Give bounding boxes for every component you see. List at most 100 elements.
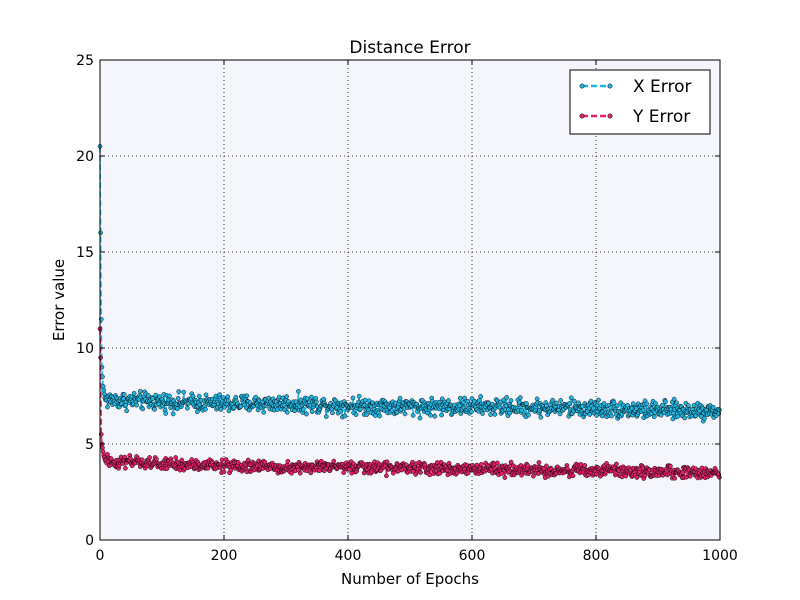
data-point-x-error bbox=[170, 411, 176, 417]
data-point-x-error bbox=[567, 401, 572, 406]
data-point-x-error bbox=[323, 414, 329, 419]
data-point-x-error bbox=[446, 398, 451, 403]
data-point-x-error bbox=[397, 395, 403, 401]
data-point-x-error bbox=[321, 396, 327, 402]
data-point-x-error bbox=[353, 412, 359, 417]
data-point-x-error bbox=[508, 398, 514, 403]
data-point-x-error bbox=[253, 394, 258, 400]
legend-marker-x-error-end bbox=[607, 83, 613, 89]
data-point-x-error bbox=[225, 394, 231, 399]
data-point-x-error bbox=[301, 407, 306, 412]
data-point-y-error bbox=[221, 469, 227, 475]
data-point-x-error bbox=[601, 401, 607, 406]
data-point-x-error bbox=[460, 400, 466, 405]
data-point-x-error bbox=[480, 411, 485, 416]
x-tick-label: 1000 bbox=[702, 548, 738, 564]
data-point-x-error bbox=[587, 412, 593, 417]
data-point-x-error bbox=[477, 398, 482, 403]
data-point-x-error bbox=[304, 411, 309, 417]
data-point-x-error bbox=[660, 402, 665, 408]
data-point-x-error bbox=[134, 402, 139, 408]
data-point-y-error bbox=[173, 455, 178, 460]
data-point-y-error bbox=[384, 459, 390, 465]
y-tick-label: 15 bbox=[76, 245, 94, 261]
data-point-y-error bbox=[285, 458, 291, 464]
data-point-y-error bbox=[634, 475, 640, 480]
x-tick-label: 0 bbox=[96, 548, 105, 564]
data-point-x-error bbox=[702, 416, 707, 421]
data-point-x-error bbox=[338, 409, 343, 414]
data-point-x-error bbox=[558, 398, 563, 403]
data-point-x-error bbox=[175, 396, 181, 401]
data-point-x-error bbox=[596, 397, 601, 403]
data-point-x-error bbox=[342, 413, 348, 419]
x-tick-label: 600 bbox=[459, 548, 486, 564]
data-point-x-error bbox=[131, 390, 137, 396]
x-tick-label: 800 bbox=[583, 548, 610, 564]
data-point-y-error bbox=[717, 475, 722, 480]
data-point-x-error bbox=[526, 412, 531, 418]
data-point-x-error bbox=[218, 407, 224, 412]
data-point-x-error bbox=[571, 398, 577, 404]
data-point-x-error bbox=[663, 399, 668, 404]
data-point-y-error bbox=[384, 473, 389, 479]
data-point-x-error bbox=[226, 398, 231, 404]
data-point-y-error bbox=[478, 462, 484, 467]
data-point-x-error bbox=[363, 397, 368, 403]
data-point-x-error bbox=[196, 393, 202, 399]
data-point-x-error bbox=[457, 395, 463, 401]
data-point-x-error bbox=[150, 396, 156, 401]
data-point-y-error bbox=[544, 463, 549, 469]
data-point-x-error bbox=[439, 412, 444, 418]
data-point-x-error bbox=[658, 412, 664, 418]
data-point-x-error bbox=[671, 396, 677, 402]
data-point-x-error bbox=[691, 403, 697, 408]
data-point-y-error bbox=[289, 470, 294, 476]
data-point-x-error bbox=[553, 400, 559, 406]
data-point-x-error bbox=[653, 400, 658, 406]
data-point-x-error bbox=[457, 403, 462, 408]
y-tick-label: 0 bbox=[85, 533, 94, 549]
data-point-x-error bbox=[185, 405, 190, 411]
data-point-x-error bbox=[550, 397, 555, 403]
data-point-x-error bbox=[203, 392, 209, 398]
data-point-x-error bbox=[244, 393, 250, 399]
data-point-x-error bbox=[364, 412, 369, 417]
data-point-x-error bbox=[674, 400, 679, 406]
data-point-y-error bbox=[614, 461, 619, 467]
data-point-x-error bbox=[534, 396, 540, 402]
data-point-x-error bbox=[98, 230, 103, 236]
series-layer bbox=[97, 144, 722, 481]
data-point-y-error bbox=[699, 465, 705, 471]
data-point-y-error bbox=[531, 473, 536, 479]
data-point-y-error bbox=[582, 463, 588, 468]
data-point-x-error bbox=[417, 415, 423, 421]
data-point-x-error bbox=[309, 409, 315, 414]
data-point-x-error bbox=[358, 406, 363, 412]
data-point-x-error bbox=[644, 401, 650, 407]
data-point-y-error bbox=[179, 457, 185, 463]
data-point-x-error bbox=[630, 401, 636, 406]
series-points-y-error bbox=[97, 326, 722, 481]
data-point-x-error bbox=[168, 405, 174, 411]
plot-frame bbox=[99, 59, 721, 541]
x-tick-label: 200 bbox=[211, 548, 238, 564]
y-tick-label: 20 bbox=[76, 149, 94, 165]
data-point-x-error bbox=[137, 388, 143, 394]
chart-title: Distance Error bbox=[349, 38, 470, 58]
data-point-y-error bbox=[502, 475, 508, 480]
data-point-y-error bbox=[154, 456, 159, 462]
data-point-x-error bbox=[710, 404, 716, 410]
data-point-x-error bbox=[121, 392, 127, 397]
data-point-x-error bbox=[501, 397, 506, 403]
data-point-y-error bbox=[508, 459, 514, 465]
data-point-x-error bbox=[568, 395, 574, 401]
legend-label-x-error: X Error bbox=[633, 77, 692, 97]
data-point-y-error bbox=[164, 466, 170, 471]
data-point-x-error bbox=[675, 414, 681, 419]
data-point-x-error bbox=[576, 400, 581, 406]
data-point-x-error bbox=[478, 394, 484, 399]
data-point-x-error bbox=[309, 394, 314, 400]
data-point-x-error bbox=[366, 398, 372, 404]
data-point-x-error bbox=[640, 407, 646, 413]
